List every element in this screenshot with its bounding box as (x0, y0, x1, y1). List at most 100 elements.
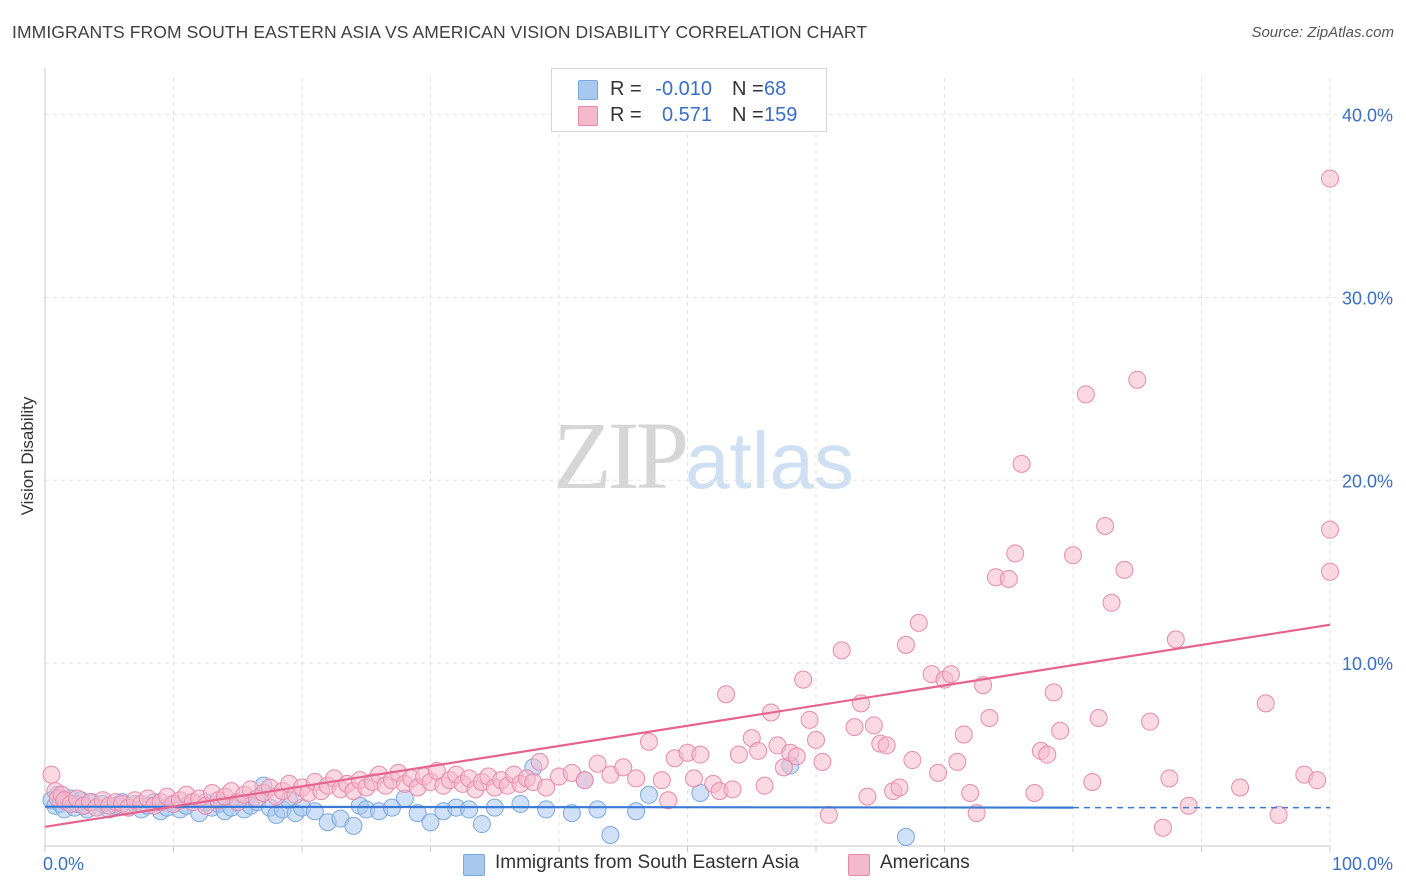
point-immigrants (639, 785, 658, 804)
y-tick-label: 30.0% (1342, 288, 1393, 308)
point-americans (530, 752, 549, 771)
point-immigrants (588, 800, 607, 819)
point-americans (1025, 783, 1044, 802)
point-americans (627, 769, 646, 788)
grid-lines (45, 78, 1392, 846)
legend-r-label: R = (610, 104, 642, 126)
x-tick-label: 0.0% (43, 854, 84, 874)
point-americans (845, 718, 864, 737)
trend-lines (44, 623, 1331, 828)
point-americans (749, 741, 768, 760)
watermark-atlas: atlas (685, 416, 854, 505)
watermark-zip: ZIP (553, 402, 689, 509)
point-americans (1153, 818, 1172, 837)
point-americans (1321, 169, 1339, 188)
bottom-legend-swatch-immigrants (463, 854, 485, 876)
point-immigrants (511, 794, 530, 813)
legend-row-americans: R = 0.571 N = 159 (552, 102, 826, 128)
point-americans (1115, 560, 1134, 579)
bottom-legend-label-immigrants: Immigrants from South Eastern Asia (495, 852, 800, 873)
point-immigrants (460, 800, 479, 819)
point-americans (794, 670, 813, 689)
point-americans (588, 754, 607, 773)
point-immigrants (601, 826, 620, 845)
point-americans (1128, 370, 1147, 389)
point-americans (1083, 773, 1102, 791)
point-immigrants (344, 816, 363, 835)
point-americans (537, 778, 556, 797)
data-points (42, 169, 1339, 846)
point-americans (1038, 745, 1057, 764)
watermark: ZIPatlas (553, 400, 854, 511)
point-americans (1141, 712, 1160, 731)
y-tick-label: 20.0% (1342, 471, 1393, 491)
point-americans (1012, 454, 1031, 473)
point-americans (807, 730, 825, 749)
legend-r-value: -0.010 (655, 78, 712, 100)
point-americans (819, 805, 838, 824)
point-americans (691, 745, 710, 764)
point-americans (832, 641, 851, 660)
point-americans (1231, 778, 1250, 797)
source-label: Source: ZipAtlas.com (1251, 24, 1394, 41)
point-americans (1321, 562, 1339, 581)
point-americans (954, 725, 973, 744)
point-immigrants (896, 827, 915, 846)
axes (44, 68, 1331, 852)
point-americans (1044, 683, 1063, 702)
legend-r-value: 0.571 (661, 104, 712, 126)
point-americans (877, 736, 896, 755)
x-tick-label: 100.0% (1332, 854, 1393, 874)
point-americans (659, 791, 678, 810)
point-americans (1064, 546, 1082, 565)
point-americans (755, 776, 774, 795)
legend-n-label: N = (732, 78, 764, 100)
point-americans (684, 769, 703, 788)
point-americans (903, 751, 922, 770)
point-americans (1102, 593, 1121, 612)
point-americans (1006, 544, 1025, 563)
point-americans (800, 710, 819, 729)
point-americans (1256, 694, 1275, 713)
y-tick-label: 40.0% (1342, 106, 1393, 126)
legend-r-label: R = (610, 78, 642, 100)
point-americans (896, 635, 915, 654)
point-americans (614, 758, 633, 777)
point-americans (929, 763, 948, 782)
trend-line-immigrants (44, 805, 1074, 809)
point-americans (1096, 517, 1115, 535)
point-americans (1089, 709, 1108, 727)
bottom-legend-label-americans: Americans (880, 852, 970, 873)
point-americans (1179, 796, 1198, 815)
point-immigrants (408, 804, 427, 823)
point-americans (723, 780, 742, 799)
point-americans (858, 787, 877, 806)
point-americans (890, 778, 909, 797)
point-americans (652, 771, 671, 790)
point-americans (1166, 630, 1185, 649)
point-immigrants (421, 813, 440, 832)
bottom-legend-swatch-americans (848, 854, 870, 876)
point-americans (999, 570, 1018, 589)
correlation-legend: R = -0.010 N = 68 R = 0.571 N = 159 (551, 68, 827, 132)
point-americans (1269, 805, 1288, 824)
point-immigrants (472, 815, 491, 834)
y-tick-label: 10.0% (1342, 654, 1393, 674)
point-americans (1321, 520, 1339, 539)
trend-line-americans (44, 623, 1331, 828)
point-americans (909, 613, 928, 632)
point-immigrants (627, 802, 646, 821)
tick-labels: 10.0% 20.0% 30.0% 40.0% 0.0% 100.0% (43, 106, 1393, 874)
legend-n-value: 159 (764, 104, 798, 126)
legend-swatch-americans (578, 106, 598, 126)
point-americans (980, 709, 999, 727)
point-americans (729, 745, 748, 764)
point-americans (967, 804, 986, 823)
point-americans (864, 716, 883, 735)
y-axis-label: Vision Disability (18, 396, 37, 516)
point-immigrants (537, 800, 556, 819)
point-americans (42, 765, 61, 784)
point-americans (575, 771, 594, 790)
point-americans (961, 783, 980, 802)
